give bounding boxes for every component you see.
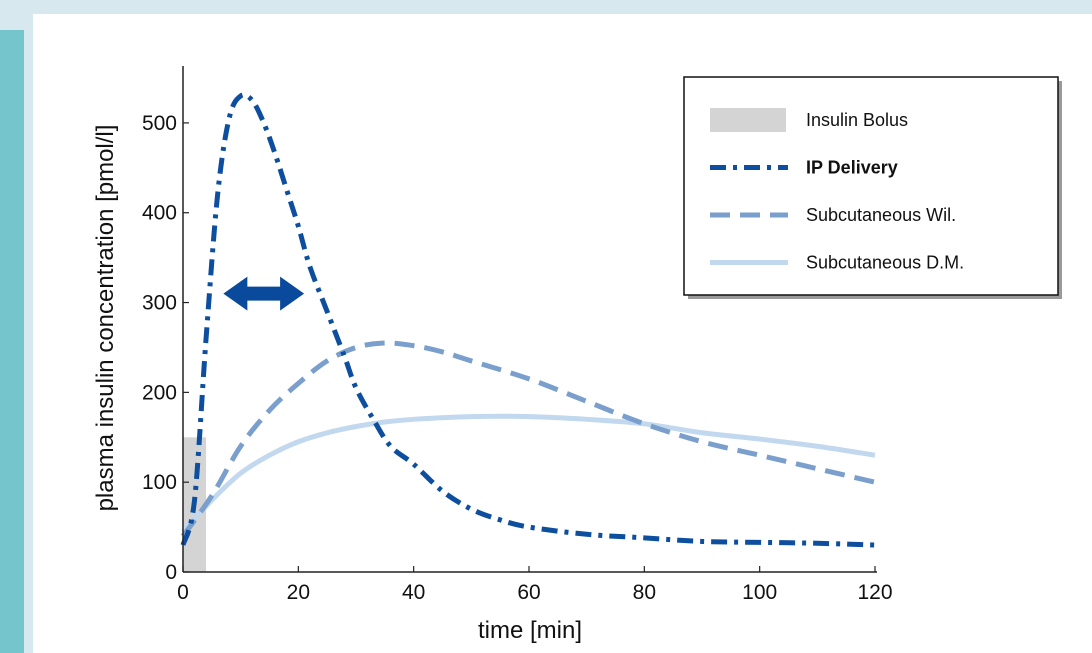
x-axis-title: time [min] [478,617,582,644]
double-arrow-annotation [223,276,305,311]
x-tick-label: 60 [517,581,540,604]
legend-label-ip-delivery: IP Delivery [806,158,898,178]
legend: Insulin Bolus IP Delivery Subcutaneous Wil… [683,76,1062,299]
x-tick-label: 0 [177,581,189,604]
series-line-subcutaneous-d-m [181,413,876,534]
y-axis-title: plasma insulin concentration [pmol/l] [92,125,119,512]
legend-label-insulin-bolus: Insulin Bolus [806,110,908,130]
y-tick-label: 200 [142,381,177,404]
y-tick-label: 500 [142,112,177,135]
y-tick-label: 100 [142,471,177,494]
legend-label-subcutaneous-d-m: Subcutaneous D.M. [806,253,964,273]
x-tick-label: 20 [287,581,310,604]
x-tick-label: 40 [402,581,425,604]
series-line-subcutaneous-wil [180,340,876,538]
x-tick-label: 80 [633,581,656,604]
left-accent-bar [0,30,24,653]
x-tick-label: 100 [742,581,777,604]
legend-swatch-insulin-bolus [710,108,786,132]
series-line-ip-delivery [180,92,876,548]
y-tick-label: 300 [142,292,177,315]
legend-label-subcutaneous-wil: Subcutaneous Wil. [806,205,956,225]
y-tick-label: 400 [142,202,177,225]
x-tick-label: 120 [857,581,892,604]
y-tick-label: 0 [165,561,177,584]
